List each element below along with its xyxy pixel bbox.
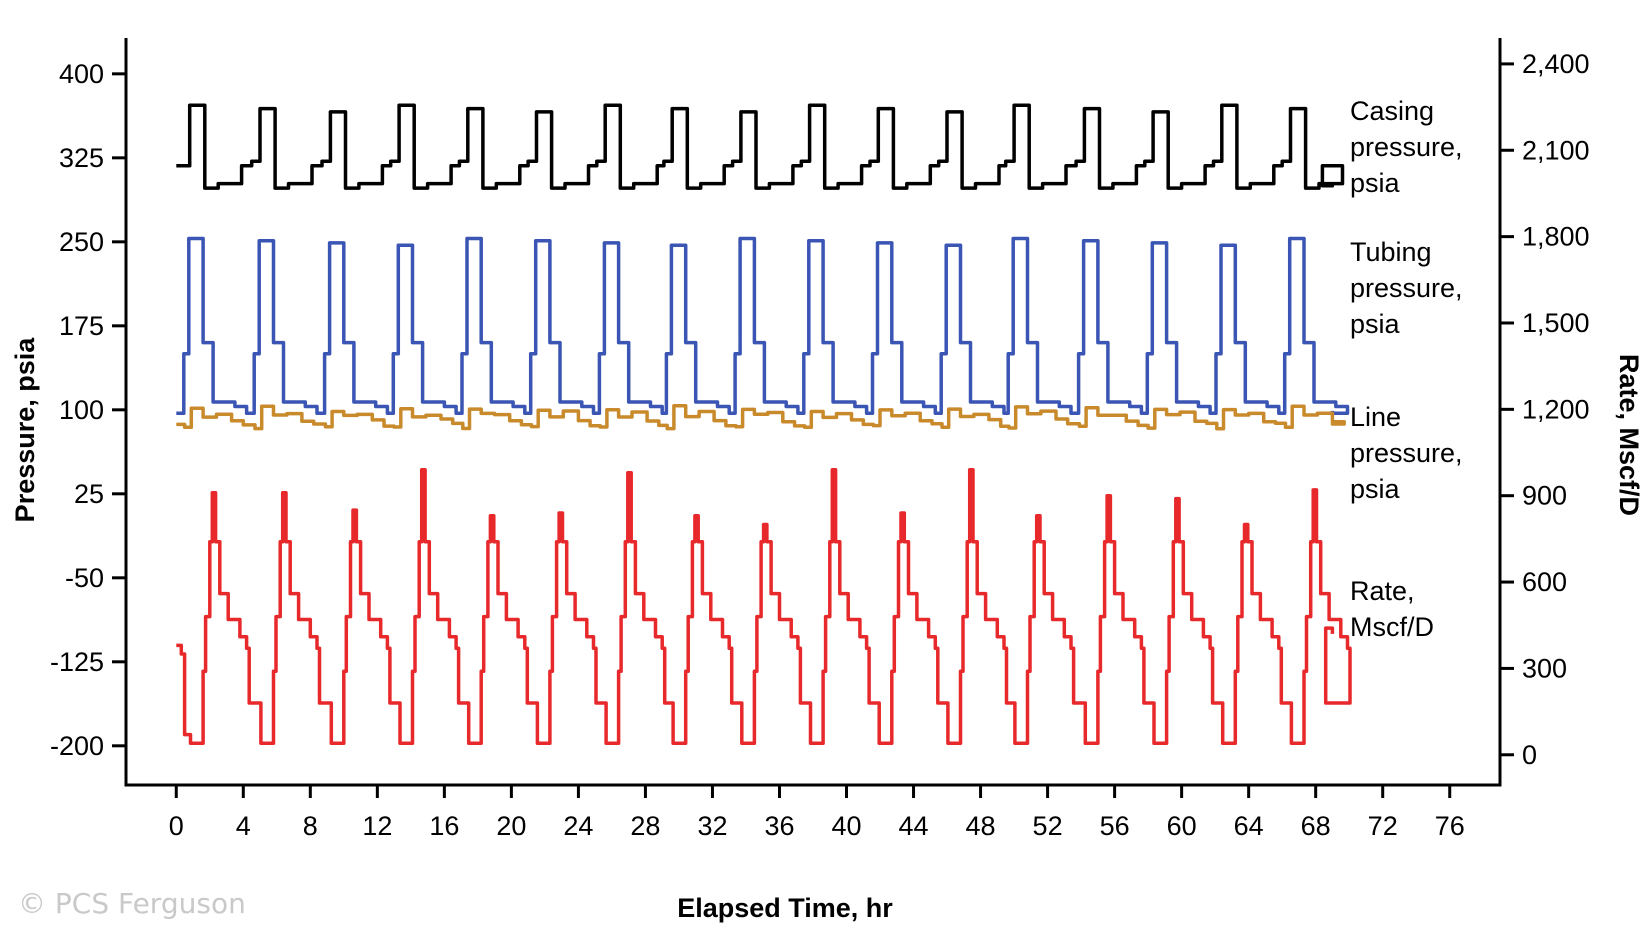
casing-pressure-label: psia	[1350, 168, 1401, 198]
x-tick-label: 56	[1100, 811, 1130, 841]
y-tick-label: 175	[59, 311, 104, 341]
line-pressure-line	[176, 404, 1346, 431]
tubing-pressure-label: pressure,	[1350, 273, 1463, 303]
x-tick-label: 40	[831, 811, 861, 841]
x-tick-label: 60	[1167, 811, 1197, 841]
y-tick-label: 25	[74, 479, 104, 509]
y-tick-label: -125	[50, 647, 104, 677]
x-tick-label: 24	[563, 811, 593, 841]
x-tick-label: 28	[630, 811, 660, 841]
y2-tick-label: 2,100	[1522, 135, 1590, 165]
x-tick-label: 0	[169, 811, 184, 841]
series-labels: Casing pressure, psia Tubing pressure, psia Li…	[1350, 96, 1463, 642]
y2-tick-label: 2,400	[1522, 49, 1590, 79]
y-tick-label: -200	[50, 731, 104, 761]
x-tick-label: 20	[496, 811, 526, 841]
x-tick-label: 44	[899, 811, 929, 841]
x-tick-label: 48	[966, 811, 996, 841]
tubing-pressure-label: psia	[1350, 309, 1401, 339]
x-tick-label: 76	[1435, 811, 1465, 841]
line-pressure-label: psia	[1350, 474, 1401, 504]
y-tick-label: 100	[59, 395, 104, 425]
x-tick-label: 8	[303, 811, 318, 841]
y2-tick-label: 1,500	[1522, 308, 1590, 338]
x-tick-label: 72	[1368, 811, 1398, 841]
axes-layer: 0 4 8 12 16 20 24 28 32 36 40 44 48 52 56 60 64 68 72 76400…	[50, 38, 1590, 841]
x-tick-label: 52	[1033, 811, 1063, 841]
copyright-watermark: © PCS Ferguson	[18, 887, 246, 920]
tubing-pressure-label: Tubing	[1350, 237, 1432, 267]
y2-tick-label: 0	[1522, 740, 1537, 770]
x-tick-label: 4	[236, 811, 251, 841]
x-tick-label: 36	[764, 811, 794, 841]
casing-pressure-label: pressure,	[1350, 132, 1463, 162]
rate-label: Mscf/D	[1350, 612, 1434, 642]
y-tick-label: 325	[59, 143, 104, 173]
tubing-pressure-line	[176, 236, 1350, 415]
casing-pressure-line	[176, 103, 1345, 190]
y2-tick-label: 900	[1522, 481, 1567, 511]
rate-label: Rate,	[1350, 576, 1415, 606]
y-tick-label: 400	[59, 59, 104, 89]
y2-tick-label: 300	[1522, 653, 1567, 683]
x-tick-label: 32	[697, 811, 727, 841]
series-layer	[176, 103, 1352, 746]
y-axis-title: Pressure, psia	[10, 337, 40, 523]
plot-frame	[124, 38, 1502, 787]
y2-tick-label: 600	[1522, 567, 1567, 597]
y-tick-label: -50	[65, 563, 104, 593]
line-pressure-label: pressure,	[1350, 438, 1463, 468]
y2-tick-label: 1,200	[1522, 394, 1590, 424]
x-tick-label: 12	[362, 811, 392, 841]
y2-axis-title: Rate, Mscf/D	[1614, 354, 1644, 516]
x-tick-label: 64	[1234, 811, 1264, 841]
x-axis-title: Elapsed Time, hr	[677, 893, 893, 923]
x-tick-label: 16	[429, 811, 459, 841]
y-tick-label: 250	[59, 227, 104, 257]
y2-tick-label: 1,800	[1522, 222, 1590, 252]
casing-pressure-label: Casing	[1350, 96, 1434, 126]
x-tick-label: 68	[1301, 811, 1331, 841]
rate-line	[176, 468, 1352, 746]
line-pressure-label: Line	[1350, 402, 1401, 432]
